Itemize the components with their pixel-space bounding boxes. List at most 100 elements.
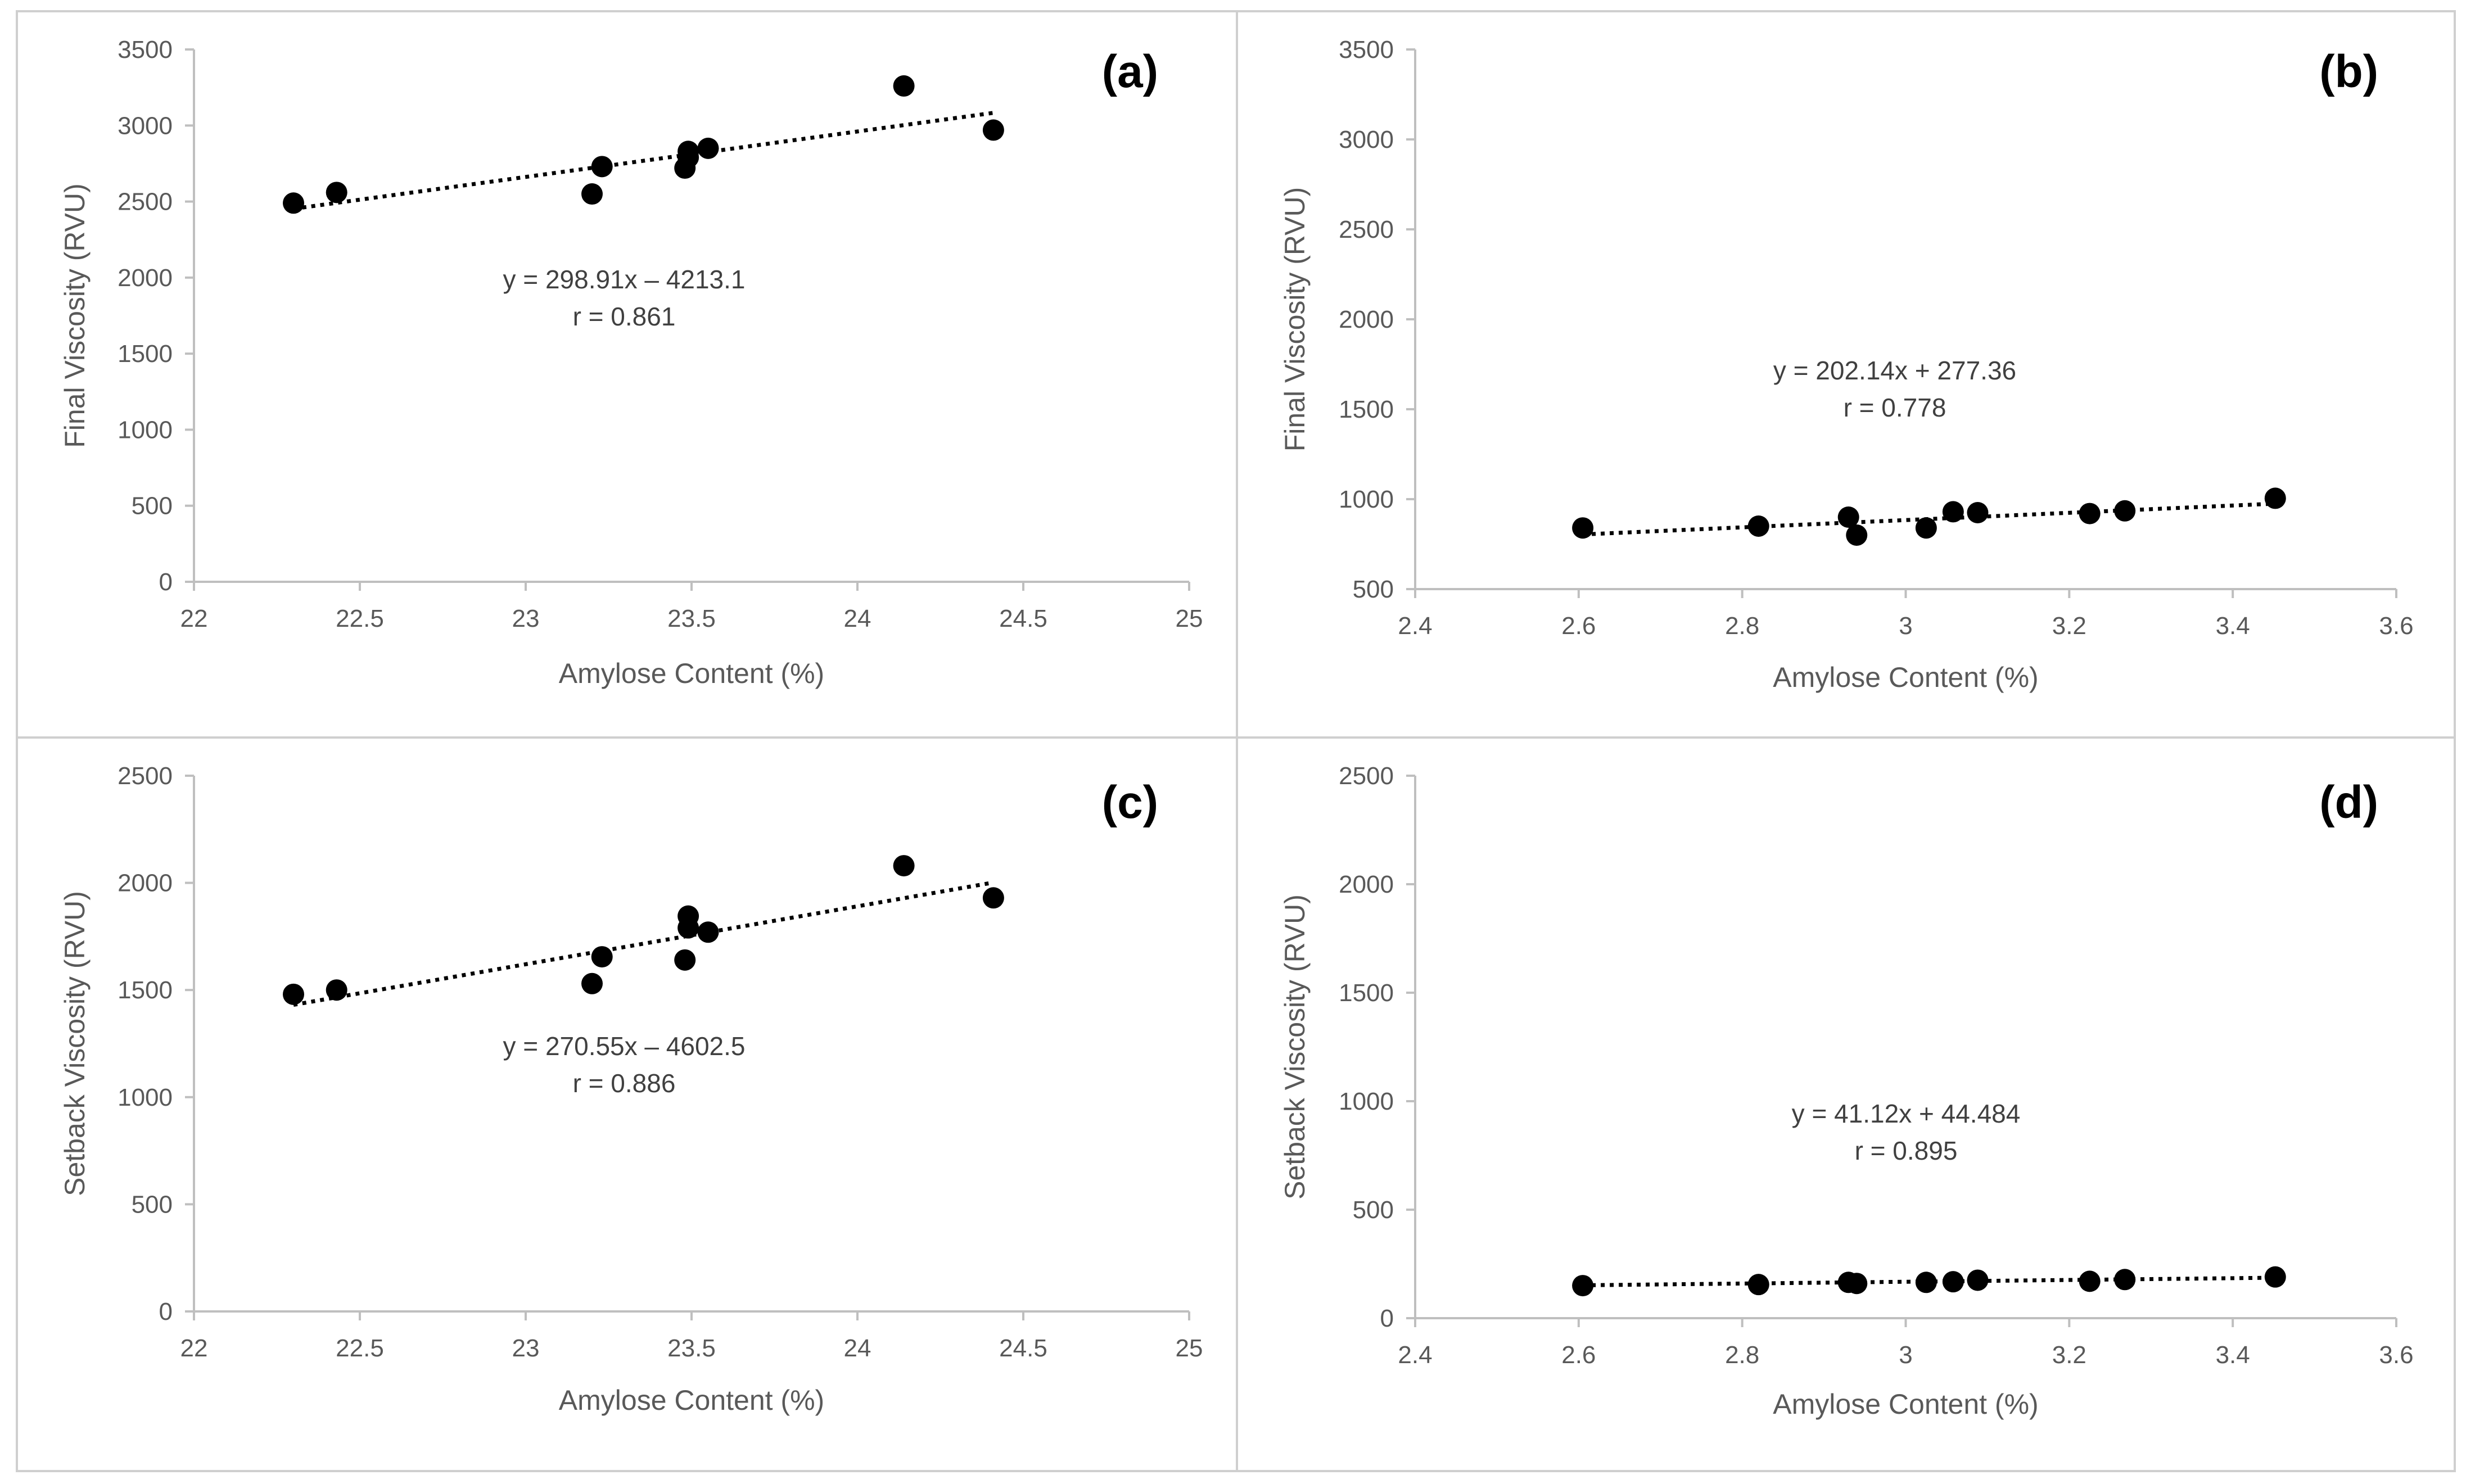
y-tick-label: 2500 — [1339, 762, 1394, 790]
trendline — [293, 111, 994, 211]
data-point — [1846, 1273, 1868, 1295]
x-tick-label: 22 — [180, 605, 208, 632]
y-tick-label: 1500 — [118, 976, 173, 1004]
data-point — [591, 156, 613, 178]
y-tick-label: 2000 — [1339, 871, 1394, 898]
y-tick-label: 1500 — [1339, 979, 1394, 1007]
y-tick-label: 2000 — [1339, 306, 1394, 333]
y-tick-label: 0 — [159, 568, 173, 596]
correlation-r: r = 0.778 — [1844, 393, 1946, 422]
y-tick-label: 2000 — [118, 870, 173, 897]
x-tick-label: 24 — [844, 1334, 871, 1362]
data-point — [2114, 500, 2136, 522]
trendline — [1582, 501, 2275, 537]
data-point — [581, 972, 603, 994]
data-point — [2264, 487, 2286, 509]
data-point — [1967, 502, 1989, 523]
x-tick-label: 3.6 — [2379, 612, 2413, 640]
data-point — [893, 75, 915, 97]
y-tick-label: 1500 — [118, 340, 173, 368]
y-tick-label: 2500 — [118, 188, 173, 216]
x-tick-label: 2.6 — [1561, 612, 1596, 640]
y-axis-label: Final Viscosity (RVU) — [59, 183, 91, 447]
x-tick-label: 3 — [1899, 1341, 1912, 1369]
y-tick-label: 1000 — [1339, 1088, 1394, 1115]
chart-panel-3: 0 500 1000 1500 2000 2500 22 22.5 23 23.5 24 24.5 25… — [59, 762, 1203, 1416]
panel-label: (d) — [2319, 777, 2378, 828]
data-point — [982, 887, 1004, 909]
data-point — [1572, 1275, 1594, 1297]
data-point — [2264, 1266, 2286, 1288]
data-point — [591, 946, 613, 968]
x-tick-label: 2.6 — [1561, 1341, 1596, 1369]
data-point — [678, 141, 699, 162]
data-point — [1846, 524, 1868, 546]
data-point — [1837, 506, 1859, 528]
regression-equation: y = 270.55x – 4602.5 — [503, 1031, 746, 1061]
x-tick-label: 22.5 — [336, 1334, 384, 1362]
y-tick-label: 500 — [1353, 576, 1394, 603]
x-tick-label: 22 — [180, 1334, 208, 1362]
regression-equation: y = 41.12x + 44.484 — [1792, 1099, 2021, 1128]
x-axis-label: Amylose Content (%) — [559, 1385, 824, 1416]
y-axis-label: Setback Viscosity (RVU) — [59, 891, 91, 1196]
y-tick-label: 2000 — [118, 264, 173, 292]
correlation-r: r = 0.861 — [573, 302, 676, 331]
data-point — [1747, 1274, 1769, 1296]
chart-panel-2: 500 1000 1500 2000 2500 3000 3500 2.4 2.6 2.8 3 3.2… — [1279, 36, 2414, 693]
y-tick-label: 500 — [132, 1191, 173, 1218]
data-point — [581, 183, 603, 205]
data-point — [674, 949, 696, 971]
data-point — [326, 979, 347, 1001]
y-tick-label: 0 — [159, 1298, 173, 1325]
panel-label: (b) — [2319, 46, 2378, 97]
data-point — [697, 921, 719, 943]
x-tick-label: 25 — [1176, 605, 1203, 632]
data-point — [2114, 1269, 2136, 1291]
x-tick-label: 23 — [512, 1334, 540, 1362]
y-tick-label: 1000 — [118, 1084, 173, 1111]
data-point — [1942, 1271, 1964, 1293]
data-point — [697, 137, 719, 159]
data-point — [1942, 501, 1964, 523]
x-tick-label: 24.5 — [999, 1334, 1047, 1362]
data-point — [1747, 515, 1769, 537]
y-tick-label: 1000 — [1339, 486, 1394, 513]
panel-frame-d — [1236, 736, 2456, 1472]
y-tick-label: 500 — [1353, 1196, 1394, 1224]
x-tick-label: 2.4 — [1398, 612, 1432, 640]
data-point — [678, 905, 699, 927]
y-tick-label: 3000 — [1339, 126, 1394, 153]
y-tick-label: 3500 — [1339, 36, 1394, 64]
data-point — [893, 855, 915, 877]
x-tick-label: 2.8 — [1725, 612, 1759, 640]
y-tick-label: 3000 — [118, 112, 173, 139]
correlation-r: r = 0.886 — [573, 1069, 676, 1098]
x-axis-label: Amylose Content (%) — [1773, 1388, 2038, 1420]
y-tick-label: 1500 — [1339, 396, 1394, 423]
x-tick-label: 24.5 — [999, 605, 1047, 632]
data-point — [283, 192, 304, 214]
y-tick-label: 1000 — [118, 416, 173, 444]
x-tick-label: 3 — [1899, 612, 1912, 640]
y-tick-label: 0 — [1380, 1305, 1394, 1332]
x-tick-label: 23.5 — [667, 1334, 716, 1362]
chart-panel-4: 0 500 1000 1500 2000 2500 2.4 2.6 2.8 3 3.2 3.4 3.6 A… — [1279, 762, 2414, 1420]
x-axis-label: Amylose Content (%) — [1773, 662, 2038, 693]
x-axis-label: Amylose Content (%) — [559, 658, 824, 689]
x-tick-label: 2.8 — [1725, 1341, 1759, 1369]
data-point — [2079, 1270, 2101, 1292]
x-tick-label: 24 — [844, 605, 871, 632]
data-point — [1572, 517, 1594, 539]
y-tick-label: 3500 — [118, 36, 173, 64]
data-point — [283, 983, 304, 1005]
x-tick-label: 3.4 — [2216, 1341, 2250, 1369]
data-point — [2079, 503, 2101, 524]
correlation-r: r = 0.895 — [1855, 1136, 1958, 1165]
data-point — [1915, 1272, 1937, 1293]
data-point — [1915, 517, 1937, 539]
x-tick-label: 3.6 — [2379, 1341, 2413, 1369]
x-tick-label: 25 — [1176, 1334, 1203, 1362]
panel-label: (c) — [1102, 777, 1158, 828]
